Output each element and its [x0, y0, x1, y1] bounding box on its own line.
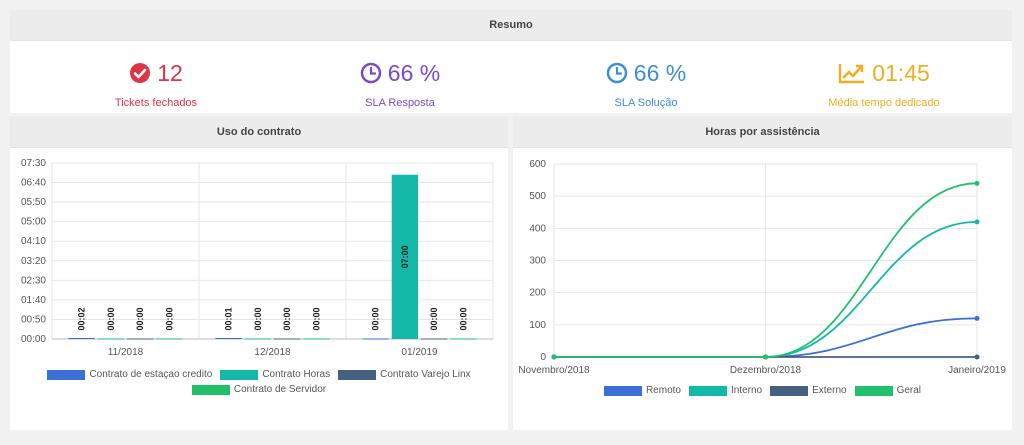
- series-line: [554, 182, 978, 358]
- legend-label: Geral: [896, 385, 922, 396]
- y-tick-label: 600: [529, 159, 546, 170]
- bar-data-label: 00:02: [77, 307, 87, 330]
- kpi-sla-solucao: 66 % SLA Solução: [546, 55, 746, 109]
- legend-swatch: [47, 369, 86, 380]
- y-tick-label: 01:40: [21, 295, 46, 306]
- bar-data-label: 07:00: [400, 245, 410, 268]
- y-tick-label: 300: [529, 256, 546, 267]
- bar-data-label: 00:00: [164, 307, 174, 330]
- check-circle-icon: [130, 63, 151, 83]
- x-tick-label: 11/2018: [108, 347, 144, 358]
- kpi-label: SLA Resposta: [365, 97, 435, 109]
- legend-swatch: [770, 385, 809, 396]
- legend-item[interactable]: Remoto: [603, 385, 681, 396]
- legend-swatch: [854, 385, 893, 396]
- data-point: [974, 219, 980, 225]
- y-tick-label: 400: [529, 223, 546, 234]
- legend-item[interactable]: Contrato Horas: [220, 369, 330, 380]
- data-point: [974, 354, 980, 360]
- horas-assistencia-panel: Horas por assistência 0 100 200 300 400 500 60…: [513, 117, 1012, 430]
- bar-data-label: 00:01: [224, 307, 234, 330]
- x-tick-label: 12/2018: [254, 347, 291, 358]
- y-tick-label: 03:20: [21, 256, 46, 267]
- legend-label: Interno: [730, 385, 763, 396]
- horas-assistencia-chart: 0 100 200 300 400 500 600 Novembro/2018 Dezembro…: [518, 159, 1006, 376]
- clock-icon: [360, 62, 382, 84]
- bar-data-label: 00:00: [106, 307, 116, 330]
- bar-data-label: 00:00: [282, 307, 292, 330]
- y-tick-label: 07:30: [21, 158, 46, 169]
- data-point: [974, 315, 980, 321]
- y-tick-label: 500: [529, 191, 546, 202]
- bar-data-label: 00:00: [253, 307, 263, 330]
- legend-item[interactable]: Externo: [770, 385, 847, 396]
- legend-item[interactable]: Contrato de estaçao credito: [47, 369, 212, 380]
- y-tick-label: 05:50: [21, 197, 46, 208]
- kpi-value: 66 %: [387, 59, 441, 86]
- bar: [215, 338, 242, 339]
- kpi-value: 12: [157, 59, 183, 86]
- y-tick-label: 05:00: [21, 217, 46, 228]
- legend-swatch: [603, 385, 642, 396]
- y-tick-label: 04:10: [21, 236, 46, 247]
- legend-swatch: [688, 385, 727, 396]
- legend-item[interactable]: Interno: [688, 385, 763, 396]
- legend-label: Contrato Varejo Linx: [380, 369, 471, 380]
- y-tick-label: 0: [540, 352, 546, 363]
- legend-swatch: [338, 369, 377, 380]
- bar-data-label: 00:00: [135, 307, 145, 330]
- legend-item[interactable]: Contrato de Servidor: [191, 384, 327, 395]
- bar-data-label: 00:00: [429, 307, 439, 330]
- y-tick-label: 06:40: [21, 178, 46, 189]
- uso-contrato-legend: Contrato de estaçao credito Contrato Hora…: [10, 369, 508, 399]
- data-point: [551, 354, 557, 360]
- legend-label: Contrato Horas: [262, 369, 331, 380]
- kpi-label: SLA Solução: [614, 97, 678, 109]
- bar: [391, 174, 419, 339]
- uso-contrato-panel: Uso do contrato 00:00 00:50 01:40 02:30 03:2…: [10, 117, 508, 430]
- kpi-media-tempo: 01:45 Média tempo dedicado: [784, 55, 984, 110]
- y-tick-label: 00:50: [21, 314, 46, 325]
- horas-assistencia-legend: Remoto Interno Externo Geral: [513, 385, 1012, 400]
- legend-label: Contrato de Servidor: [233, 384, 327, 395]
- kpi-sla-resposta: 66 % SLA Resposta: [300, 55, 500, 109]
- y-tick-label: 00:00: [21, 334, 46, 345]
- horas-assistencia-header: Horas por assistência: [513, 117, 1012, 148]
- clock-icon: [606, 62, 628, 84]
- kpi-value: 01:45: [872, 59, 930, 86]
- resumo-panel: Resumo 12 Tickets fechados 66 % SLA Resp…: [10, 10, 1012, 113]
- bar: [68, 338, 95, 339]
- x-tick-label: Dezembro/2018: [730, 365, 802, 376]
- kpi-value: 66 %: [633, 59, 687, 86]
- kpi-tickets-fechados: 12 Tickets fechados: [56, 55, 256, 110]
- bar-data-label: 00:00: [458, 307, 468, 330]
- resumo-header: Resumo: [10, 10, 1012, 41]
- x-tick-label: Janeiro/2019: [948, 365, 1006, 376]
- line-chart-icon: [839, 64, 865, 84]
- data-point: [763, 354, 768, 360]
- x-tick-label: 01/2019: [401, 347, 438, 358]
- legend-label: Contrato de estaçao credito: [89, 369, 213, 380]
- y-tick-label: 200: [529, 288, 546, 299]
- legend-swatch: [191, 384, 230, 395]
- data-point: [974, 180, 980, 186]
- y-tick-label: 02:30: [21, 275, 46, 286]
- bar-data-label: 00:00: [371, 307, 381, 330]
- x-tick-label: Novembro/2018: [518, 365, 590, 376]
- legend-item[interactable]: Geral: [854, 385, 922, 396]
- kpi-label: Tickets fechados: [114, 97, 198, 109]
- y-tick-label: 100: [529, 320, 546, 331]
- kpi-label: Média tempo dedicado: [828, 97, 940, 109]
- legend-label: Remoto: [645, 385, 681, 396]
- legend-swatch: [220, 369, 259, 380]
- legend-label: Externo: [812, 385, 847, 396]
- uso-contrato-header: Uso do contrato: [10, 117, 508, 148]
- bar-data-label: 00:00: [311, 307, 321, 330]
- legend-item[interactable]: Contrato Varejo Linx: [338, 369, 471, 380]
- uso-contrato-chart: 00:00 00:50 01:40 02:30 03:20 04:10 05:00 05:50…: [21, 158, 494, 358]
